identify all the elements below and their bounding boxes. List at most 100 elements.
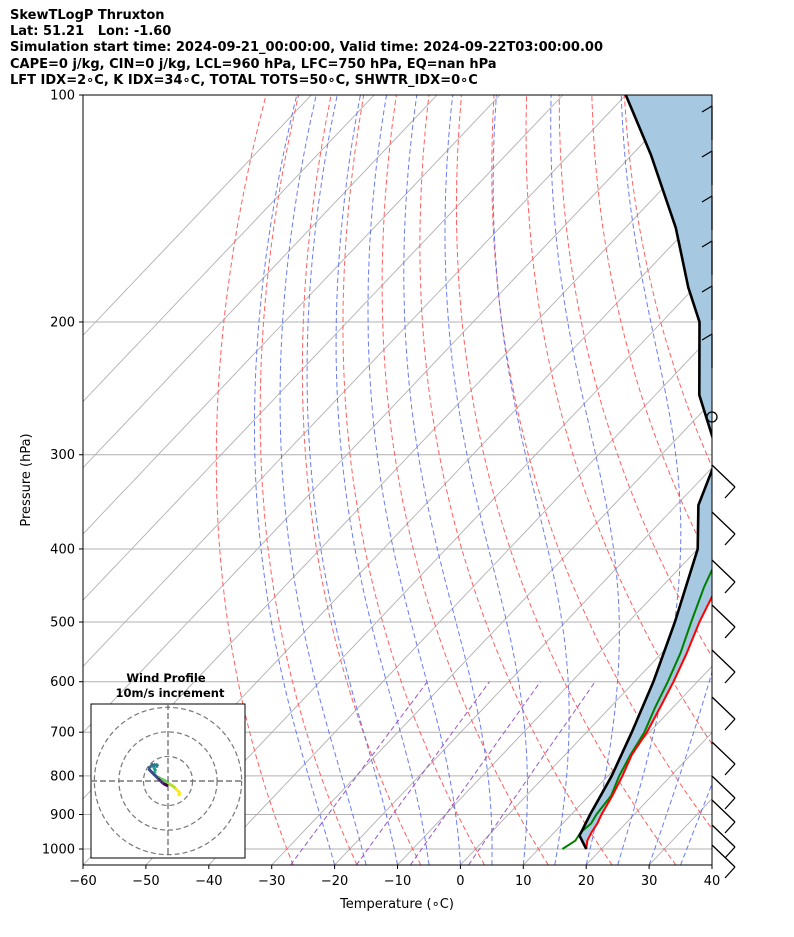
barb-flag (701, 105, 713, 113)
hodograph-segment (152, 772, 157, 778)
chart-title: SkewTLogP Thruxton (10, 8, 165, 23)
barb-staff (711, 464, 736, 488)
chart-header: SkewTLogP Thruxton Lat: 51.21 Lon: -1.60… (10, 8, 603, 89)
barb-flag (724, 718, 736, 731)
barb-staff (711, 775, 736, 799)
hodograph-segment (151, 765, 158, 772)
dry-adiabat (591, 95, 712, 566)
barb-staff (711, 649, 736, 673)
x-tick-label: 0 (456, 874, 464, 889)
isotherm (83, 95, 690, 734)
barb-flag (724, 626, 736, 639)
wind-barb (711, 696, 736, 731)
barb-staff (711, 696, 736, 720)
wind-barb (701, 240, 713, 275)
dry-adiabat (455, 95, 677, 865)
series-layer (561, 95, 712, 850)
hodograph-subtitle: 10m/s increment (116, 686, 225, 700)
y-tick-label: 400 (50, 542, 75, 557)
wind-barb (701, 105, 713, 140)
hodograph-segment (154, 775, 160, 780)
y-tick-label: 100 (50, 89, 75, 104)
moist-adiabat (403, 95, 493, 865)
chart-times: Simulation start time: 2024-09-21_00:00:… (10, 40, 603, 56)
y-tick-label: 1000 (42, 843, 75, 858)
barb-staff (711, 824, 736, 848)
wind-barb (711, 824, 736, 859)
y-tick-label: 800 (50, 769, 75, 784)
barb-flag (724, 533, 736, 546)
barb-flag (724, 797, 736, 810)
wind-barb (701, 150, 713, 185)
hodograph-segment (147, 765, 152, 770)
barb-flag (701, 150, 713, 158)
moist-adiabat (279, 95, 367, 865)
hodograph-segment (164, 779, 170, 785)
moist-adiabat (444, 95, 528, 865)
temperature-line (585, 594, 712, 850)
barb-staff (711, 844, 736, 868)
x-axis-label: Temperature (∘C) (339, 897, 454, 912)
wind-barb (711, 649, 736, 684)
barb-staff (711, 799, 736, 823)
hodograph-segment (167, 782, 174, 788)
x-tick-label: 20 (578, 874, 595, 889)
isotherm (83, 95, 501, 535)
moist-adiabat (680, 782, 712, 865)
hodograph-segment (159, 777, 167, 783)
y-tick-label: 500 (50, 616, 75, 631)
x-tick-label: 10 (515, 874, 532, 889)
isotherm (460, 599, 712, 865)
wind-barb (701, 285, 713, 320)
moist-adiabat (254, 95, 336, 865)
y-tick-label: 200 (50, 315, 75, 330)
hodograph-segment (174, 787, 179, 792)
wind-barb (706, 411, 718, 423)
barb-staff (711, 604, 736, 628)
moist-adiabat (711, 863, 712, 865)
wind-barb (711, 844, 736, 879)
wind-barb (711, 741, 736, 776)
isotherm (83, 95, 438, 469)
barb-flag (724, 486, 736, 499)
x-tick-label: −50 (132, 874, 159, 889)
dewpoint-line (561, 567, 712, 850)
barb-flag (724, 763, 736, 776)
moist-adiabat (550, 95, 620, 865)
isotherm (585, 731, 712, 865)
calm-circle-icon (706, 411, 718, 423)
barb-flag (701, 285, 713, 293)
axes-layer: −60 −50 −40 −30 −20 −10 0 10 20 30 40 100 200 300 400 5… (42, 89, 720, 890)
moist-adiabat (648, 670, 712, 865)
wind-barb (711, 559, 736, 594)
dry-adiabat (342, 95, 485, 865)
dry-adiabat (419, 95, 613, 865)
x-tick-label: −20 (321, 874, 348, 889)
x-tick-label: −60 (69, 874, 96, 889)
dry-adiabat (787, 95, 794, 865)
wind-barbs (701, 105, 736, 879)
chart-location: Lat: 51.21 Lon: -1.60 (10, 24, 172, 40)
hodograph-segment (176, 792, 182, 797)
wind-barb (711, 464, 736, 499)
moist-adiabat (492, 95, 570, 865)
dry-adiabat (215, 95, 294, 865)
barb-flag (701, 333, 713, 341)
hodograph-inset (90, 703, 246, 859)
y-tick-label: 600 (50, 675, 75, 690)
y-tick-label: 300 (50, 448, 75, 463)
isotherm (83, 95, 627, 668)
barb-flag (701, 240, 713, 248)
isotherm (334, 467, 712, 865)
hodograph-segment (147, 767, 155, 775)
dry-adiabat (755, 95, 794, 865)
moist-adiabat (335, 95, 430, 865)
cape-shading (579, 95, 712, 849)
hodograph-segment (149, 762, 155, 768)
mixing-ratio-line (409, 681, 541, 865)
hodograph-segment (159, 779, 165, 785)
wind-barb (701, 195, 713, 230)
x-tick-label: −30 (258, 874, 285, 889)
barb-flag (724, 866, 736, 879)
